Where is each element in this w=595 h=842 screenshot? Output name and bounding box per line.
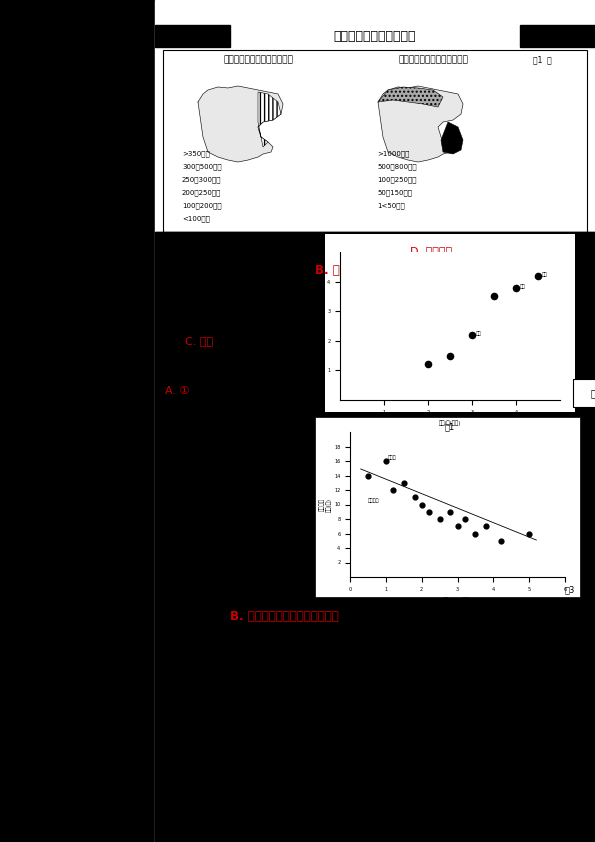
Polygon shape <box>198 86 283 162</box>
Text: <100万人: <100万人 <box>182 216 210 222</box>
Polygon shape <box>378 86 463 162</box>
Point <box>481 520 491 533</box>
Text: 图1: 图1 <box>445 422 455 431</box>
Bar <box>325 234 575 412</box>
Bar <box>155 0 595 842</box>
Point <box>410 491 419 504</box>
Bar <box>363 177 374 185</box>
Text: 50－150万人: 50－150万人 <box>377 189 412 196</box>
Point <box>460 512 469 525</box>
Text: 300－500万人: 300－500万人 <box>182 163 221 170</box>
Polygon shape <box>378 87 443 107</box>
Bar <box>573 379 595 407</box>
Text: B. 加重消瘦地区的环境压力: B. 加重消瘦地区的环境压力 <box>315 264 410 277</box>
Point <box>453 520 462 533</box>
Text: 中国民工流入省份空间分布图: 中国民工流入省份空间分布图 <box>398 55 468 64</box>
Text: 图1  图: 图1 图 <box>533 55 552 64</box>
Text: 图2: 图2 <box>591 388 595 398</box>
X-axis label: 人均GDP(万元): 人均GDP(万元) <box>443 597 472 603</box>
Point <box>389 483 398 497</box>
Point <box>363 469 372 482</box>
Point <box>381 455 390 468</box>
Y-axis label: 侨乡/万(万元): 侨乡/万(万元) <box>316 315 321 337</box>
Bar <box>363 190 374 198</box>
Bar <box>155 232 595 842</box>
Point <box>417 498 427 511</box>
Point <box>446 505 455 519</box>
Text: 1<50万人: 1<50万人 <box>377 203 405 210</box>
Text: 上海: 上海 <box>541 272 547 277</box>
Bar <box>168 177 179 185</box>
Bar <box>155 232 595 842</box>
Y-axis label: 人均建设
用地(㎡): 人均建设 用地(㎡) <box>319 498 331 511</box>
Bar <box>363 203 374 211</box>
Text: C. 上海: C. 上海 <box>185 336 213 346</box>
Point <box>423 358 433 371</box>
Text: B. 在城市周围建设新城和卫星城: B. 在城市周围建设新城和卫星城 <box>230 610 339 623</box>
Text: >350万人: >350万人 <box>182 151 210 157</box>
Text: 图3: 图3 <box>565 585 575 594</box>
Text: 100－200万人: 100－200万人 <box>182 203 221 210</box>
X-axis label: 万亿/亿(万元): 万亿/亿(万元) <box>439 420 461 426</box>
Text: 内蒙古: 内蒙古 <box>387 455 396 460</box>
Text: 250－300万人: 250－300万人 <box>182 177 221 184</box>
Point <box>524 527 534 541</box>
Bar <box>168 216 179 224</box>
Bar <box>163 50 587 232</box>
Bar <box>168 203 179 211</box>
Text: 高二地理五月份月考试卷: 高二地理五月份月考试卷 <box>334 29 416 42</box>
Text: 全国平均: 全国平均 <box>368 498 380 504</box>
Text: 100－250万人: 100－250万人 <box>377 177 416 184</box>
Polygon shape <box>441 122 463 154</box>
Text: >1000万人: >1000万人 <box>377 151 409 157</box>
Text: 200－250万人: 200－250万人 <box>182 189 221 196</box>
Point <box>533 269 543 282</box>
Text: A. ①: A. ① <box>165 386 189 396</box>
Text: D. 经济因素: D. 经济因素 <box>410 246 452 256</box>
Point <box>424 505 434 519</box>
Point <box>445 349 455 362</box>
Point <box>511 280 521 294</box>
Point <box>467 328 477 342</box>
Point <box>399 476 409 489</box>
Polygon shape <box>258 92 281 147</box>
Text: 500－800万人: 500－800万人 <box>377 163 416 170</box>
Point <box>435 512 444 525</box>
Bar <box>520 25 595 47</box>
Point <box>471 527 480 541</box>
Bar <box>363 164 374 172</box>
Bar <box>315 417 580 597</box>
Text: 成都: 成都 <box>475 331 481 336</box>
Bar <box>168 151 179 159</box>
Text: 中国民工流出省份空间分布图: 中国民工流出省份空间分布图 <box>223 55 293 64</box>
Point <box>496 534 505 547</box>
Bar <box>168 190 179 198</box>
Bar <box>363 151 374 159</box>
Point <box>489 290 499 303</box>
Bar <box>155 25 230 47</box>
Bar <box>168 164 179 172</box>
Text: 北京: 北京 <box>519 284 525 289</box>
